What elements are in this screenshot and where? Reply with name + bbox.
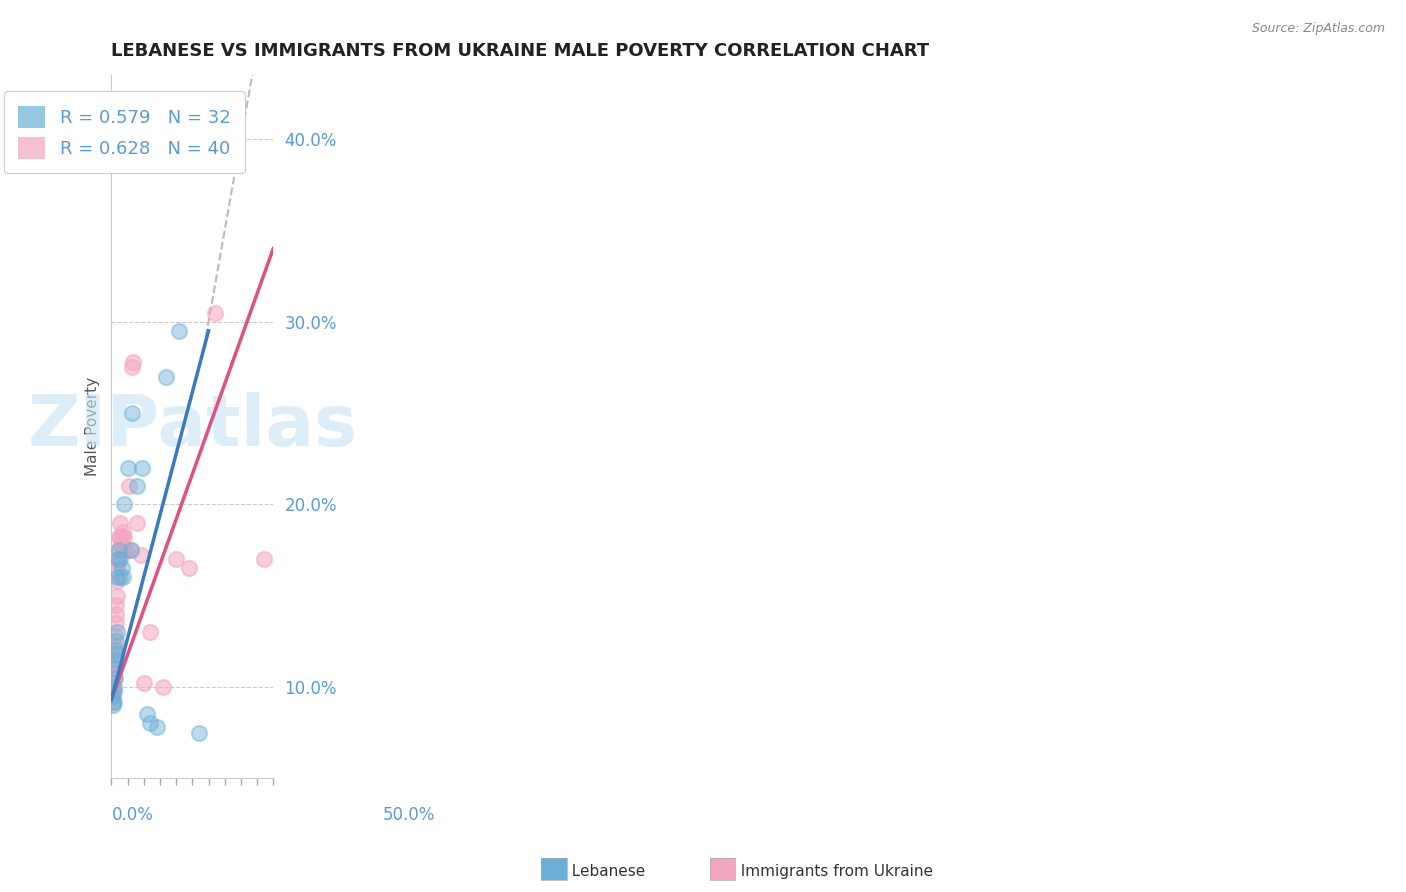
Legend: R = 0.579   N = 32, R = 0.628   N = 40: R = 0.579 N = 32, R = 0.628 N = 40 (4, 91, 245, 173)
Point (169, 324, 191, 338)
Point (101, 689, 124, 703)
Point (104, 643, 127, 657)
Point (115, 543, 138, 558)
Point (111, 570, 134, 584)
Point (118, 479, 141, 493)
Point (104, 652, 127, 666)
Y-axis label: Male Poverty: Male Poverty (86, 377, 100, 476)
Point (112, 543, 135, 558)
Text: LEBANESE VS IMMIGRANTS FROM UKRAINE MALE POVERTY CORRELATION CHART: LEBANESE VS IMMIGRANTS FROM UKRAINE MALE… (111, 42, 929, 60)
Text: Immigrants from Ukraine: Immigrants from Ukraine (731, 863, 934, 879)
Text: Source: ZipAtlas.com: Source: ZipAtlas.com (1251, 22, 1385, 36)
Point (122, 355, 145, 369)
Point (132, 676, 155, 690)
Point (107, 556, 129, 570)
Point (127, 479, 149, 493)
Point (204, 305, 226, 319)
Point (108, 516, 131, 530)
Point (152, 680, 174, 694)
Point (112, 497, 135, 511)
Point (136, 707, 159, 722)
Point (104, 615, 127, 630)
Point (104, 662, 127, 676)
Text: 50.0%: 50.0% (382, 806, 434, 824)
Point (177, 561, 200, 575)
Point (104, 671, 127, 685)
Point (105, 589, 128, 603)
Point (103, 671, 125, 685)
Point (104, 647, 127, 661)
Point (104, 629, 127, 643)
Point (111, 530, 134, 544)
Point (120, 543, 142, 558)
Point (155, 369, 177, 384)
Point (105, 570, 128, 584)
Point (139, 716, 162, 731)
Point (131, 460, 153, 475)
Point (103, 658, 125, 673)
Point (110, 570, 132, 584)
Point (107, 543, 129, 558)
Point (104, 640, 127, 654)
Point (111, 561, 134, 575)
Text: ZIPatlas: ZIPatlas (27, 392, 357, 461)
Text: 0.0%: 0.0% (111, 806, 153, 824)
Point (110, 537, 132, 551)
Point (127, 516, 149, 530)
Point (107, 552, 129, 566)
Point (139, 625, 162, 640)
Point (107, 543, 129, 558)
Point (104, 607, 127, 621)
Point (145, 720, 167, 734)
Point (101, 689, 124, 703)
Point (103, 665, 125, 680)
Point (103, 680, 125, 694)
Point (121, 360, 143, 375)
Point (101, 698, 124, 713)
Point (103, 683, 125, 698)
Point (108, 552, 131, 566)
Point (105, 625, 128, 640)
Point (103, 676, 125, 690)
Point (129, 549, 152, 563)
Point (105, 634, 128, 648)
Point (187, 725, 209, 739)
Point (120, 543, 142, 558)
Point (101, 683, 124, 698)
Point (112, 530, 135, 544)
Point (103, 689, 125, 703)
Point (165, 552, 187, 566)
Point (111, 524, 134, 539)
Text: Lebanese: Lebanese (562, 863, 645, 879)
Point (104, 647, 127, 661)
Point (110, 530, 132, 544)
Point (105, 574, 128, 588)
Point (117, 460, 139, 475)
Point (107, 530, 129, 544)
Point (103, 695, 125, 709)
Point (101, 695, 124, 709)
Point (105, 598, 128, 612)
Point (105, 561, 128, 575)
Point (121, 406, 143, 420)
Point (252, 552, 274, 566)
